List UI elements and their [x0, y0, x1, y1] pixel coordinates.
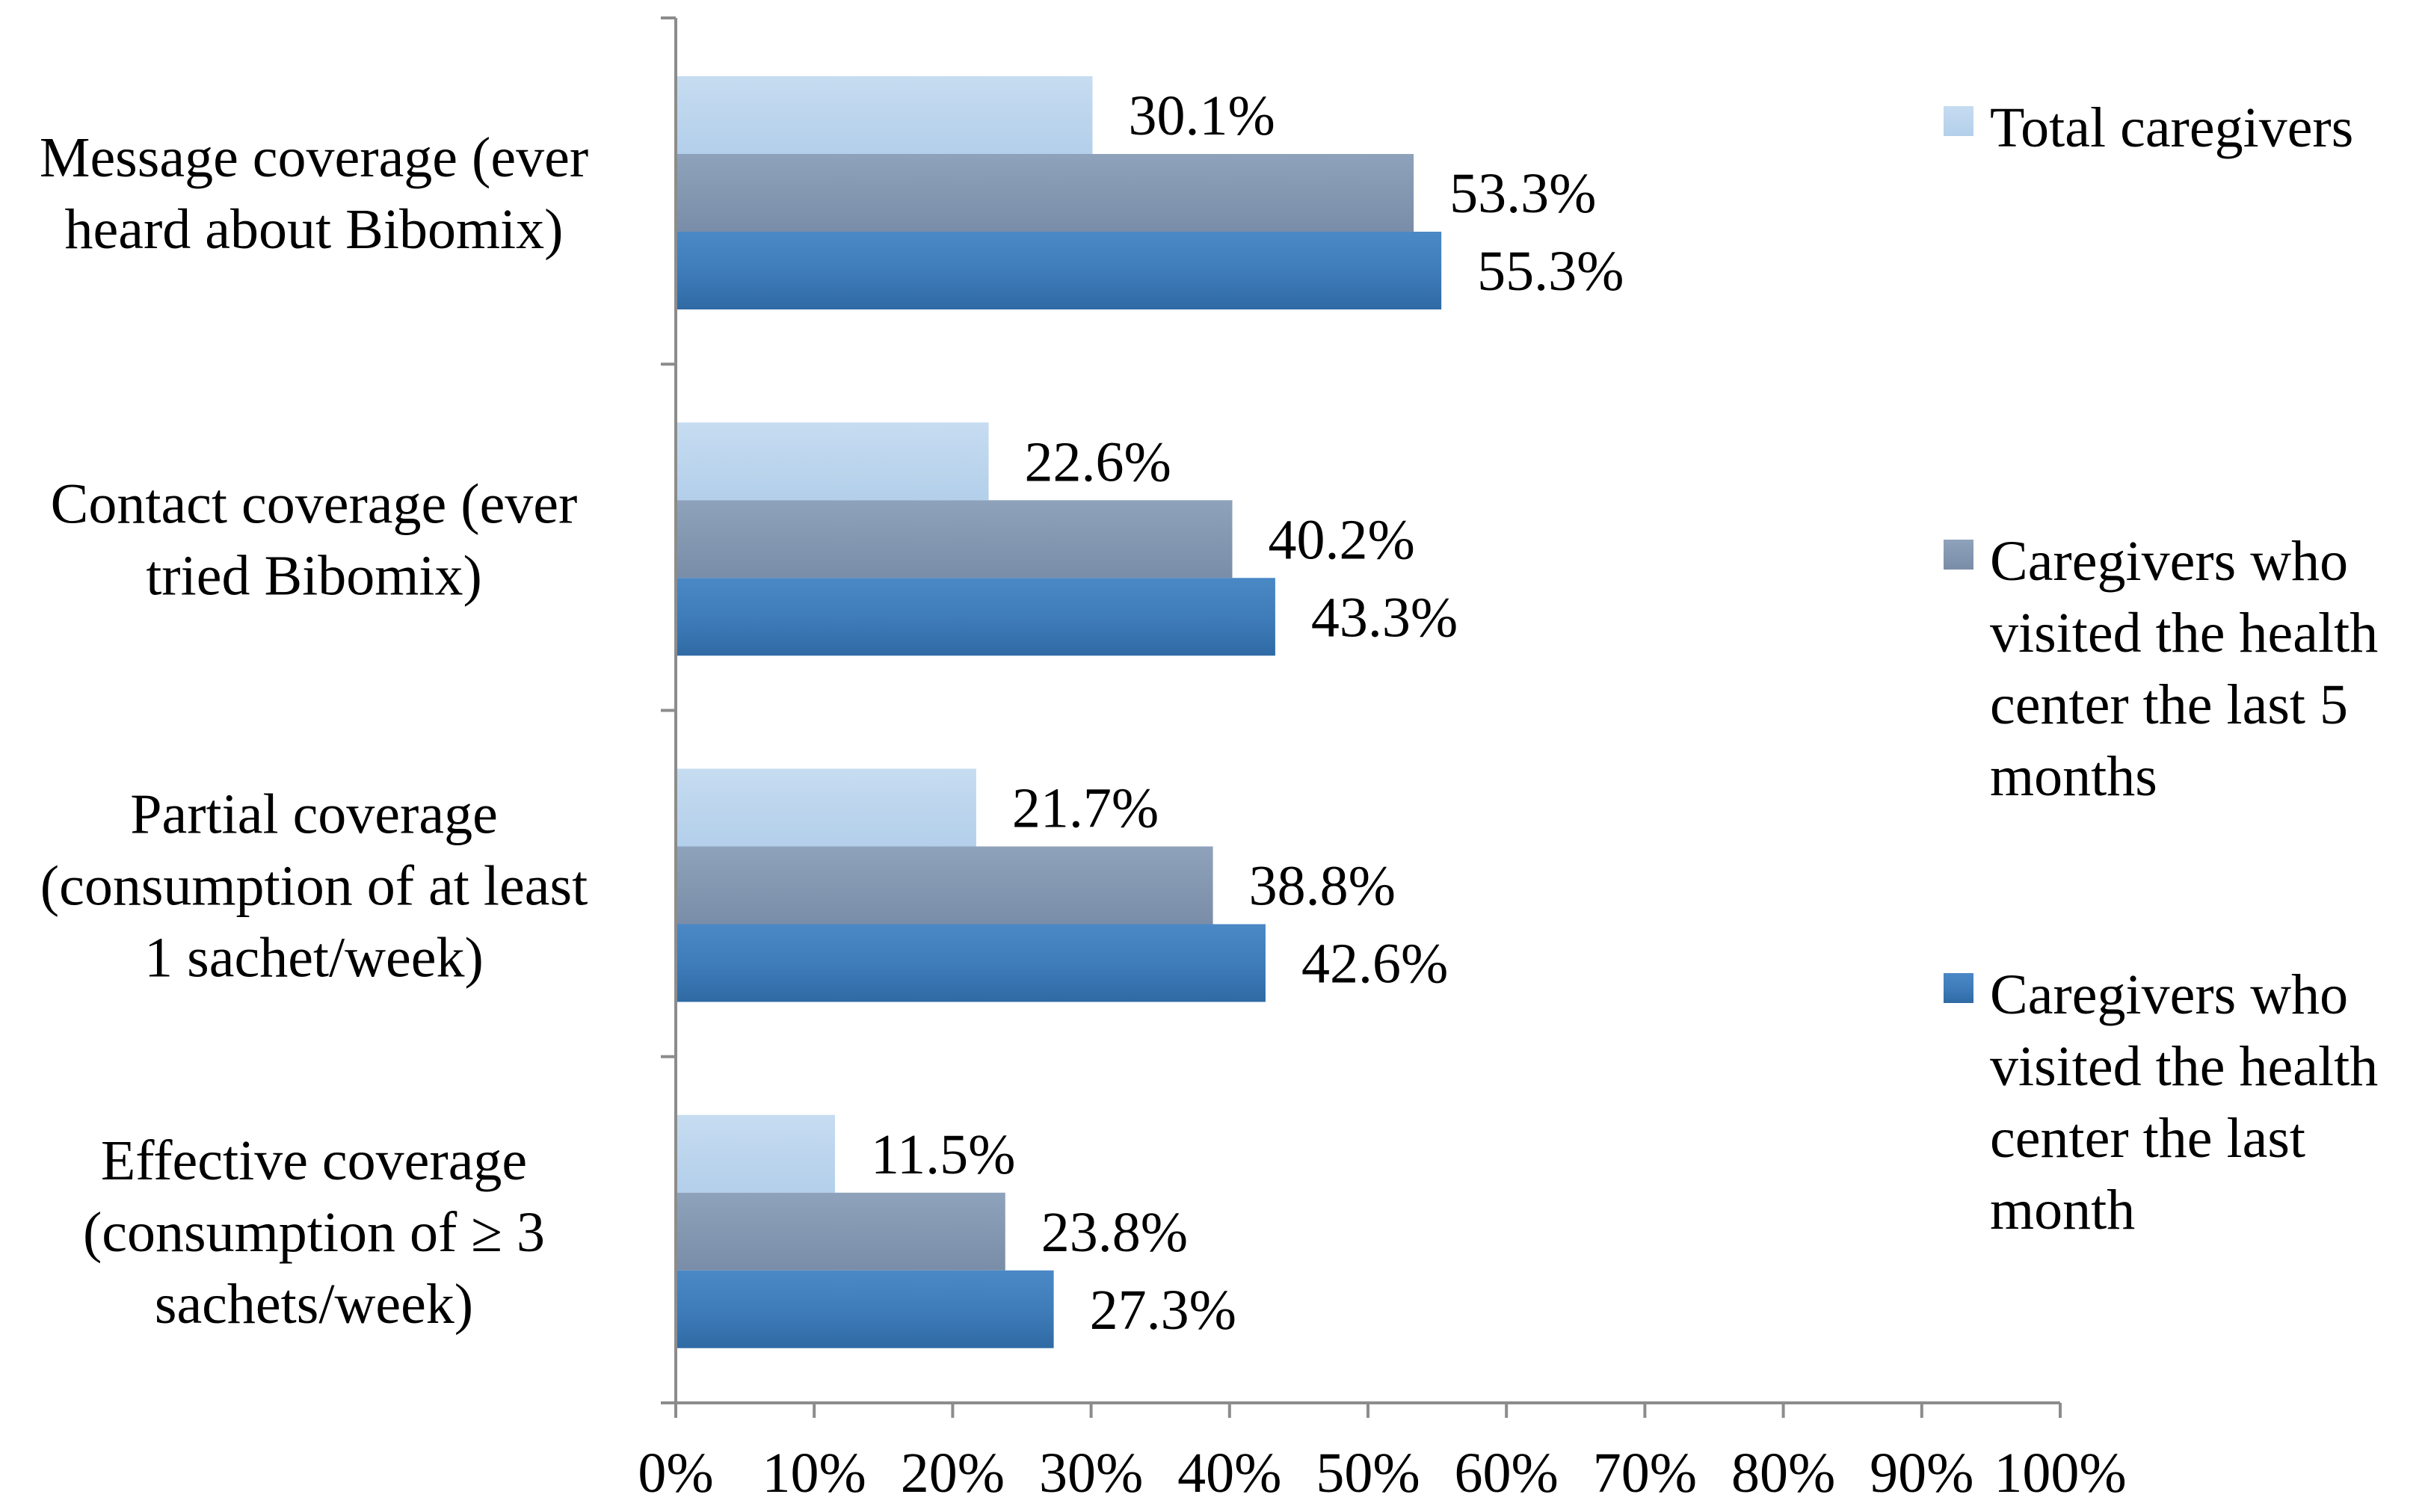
bar-s1-c0: [676, 154, 1414, 232]
bar-s2-c3: [676, 1270, 1054, 1348]
legend-swatch-2: [1944, 973, 1973, 1003]
bar-s0-c2: [676, 768, 976, 847]
x-tick-label-10: 100%: [1994, 1442, 2126, 1505]
legend-label-1-line-0: Caregivers who: [1990, 530, 2348, 593]
bar-s2-c1: [676, 578, 1275, 656]
value-label-s1-c0: 53.3%: [1449, 162, 1596, 225]
x-tick-label-5: 50%: [1316, 1442, 1420, 1505]
bar-s2-c0: [676, 232, 1442, 309]
x-tick-label-8: 80%: [1731, 1442, 1835, 1505]
legend-label-2-line-3: month: [1990, 1179, 2135, 1241]
value-label-s0-c3: 11.5%: [871, 1123, 1016, 1186]
value-label-s2-c3: 27.3%: [1090, 1279, 1236, 1342]
category-label-2-line-2: 1 sachet/week): [144, 927, 484, 990]
legend-item-1: Caregivers who visited the health center t…: [1944, 530, 2378, 808]
legend-label-1-line-3: months: [1990, 745, 2157, 808]
x-tick-label-2: 20%: [901, 1442, 1005, 1505]
x-tick-label-7: 70%: [1593, 1442, 1697, 1505]
bars-layer: [676, 76, 1442, 1348]
category-label-3-line-1: (consumption of ≥ 3: [83, 1201, 545, 1264]
category-label-1: Contact coverage (ever tried Bibomix): [51, 472, 578, 607]
legend-label-2-line-0: Caregivers who: [1990, 963, 2348, 1026]
legend-swatch-0: [1944, 106, 1973, 136]
legend-item-0: Total caregivers: [1944, 96, 2353, 159]
x-tick-label-0: 0%: [638, 1442, 713, 1505]
category-label-0-line-1: heard about Bibomix): [65, 198, 564, 261]
bar-s2-c2: [676, 924, 1266, 1002]
bar-s0-c3: [676, 1114, 835, 1193]
category-label-3: Effective coverage (consumption of ≥ 3 sac…: [83, 1129, 545, 1336]
value-label-s2-c1: 43.3%: [1311, 586, 1458, 649]
category-label-0: Message coverage (ever heard about Bibomi…: [40, 126, 588, 261]
x-tick-label-1: 10%: [762, 1442, 866, 1505]
value-label-s0-c1: 22.6%: [1025, 431, 1171, 493]
value-label-s0-c2: 21.7%: [1012, 777, 1159, 840]
bar-s1-c2: [676, 846, 1213, 925]
value-label-s2-c2: 42.6%: [1301, 933, 1448, 996]
legend-label-1-line-2: center the last 5: [1990, 673, 2348, 736]
value-label-s0-c0: 30.1%: [1128, 84, 1275, 147]
legend: Total caregivers Caregivers who visited th…: [1944, 96, 2378, 1241]
category-label-2-line-0: Partial coverage: [130, 783, 498, 846]
category-label-1-line-1: tried Bibomix): [146, 544, 482, 607]
legend-label-1-line-1: visited the health: [1990, 602, 2378, 664]
category-label-2-line-1: (consumption of at least: [40, 855, 588, 918]
category-label-0-line-0: Message coverage (ever: [40, 126, 588, 189]
x-tick-label-6: 60%: [1455, 1442, 1559, 1505]
bar-s0-c0: [676, 76, 1093, 154]
category-label-3-line-0: Effective coverage: [101, 1129, 527, 1192]
bar-s1-c1: [676, 500, 1233, 578]
x-tick-label-3: 30%: [1039, 1442, 1143, 1505]
category-label-2: Partial coverage (consumption of at least…: [40, 783, 588, 990]
value-label-s1-c2: 38.8%: [1249, 855, 1396, 918]
legend-swatch-1: [1944, 540, 1973, 570]
labels-layer: 30.1% 22.6% 21.7% 11.5% 53.3% 40.2% 38.8% 23.8%…: [40, 84, 2127, 1505]
legend-label-2-line-2: center the last: [1990, 1107, 2305, 1170]
value-label-s2-c0: 55.3%: [1477, 240, 1624, 303]
legend-label-0-line-0: Total caregivers: [1990, 96, 2353, 159]
bar-s1-c3: [676, 1192, 1005, 1271]
value-label-s1-c3: 23.8%: [1041, 1201, 1188, 1264]
legend-label-2-line-1: visited the health: [1990, 1035, 2378, 1098]
bar-s0-c1: [676, 422, 989, 501]
category-label-1-line-0: Contact coverage (ever: [51, 472, 578, 535]
value-label-s1-c1: 40.2%: [1269, 508, 1415, 571]
category-label-3-line-2: sachets/week): [155, 1273, 473, 1336]
x-tick-label-9: 90%: [1870, 1442, 1973, 1505]
legend-item-2: Caregivers who visited the health center t…: [1944, 963, 2378, 1241]
axes-layer: [661, 16, 2062, 1418]
x-tick-label-4: 40%: [1177, 1442, 1281, 1505]
